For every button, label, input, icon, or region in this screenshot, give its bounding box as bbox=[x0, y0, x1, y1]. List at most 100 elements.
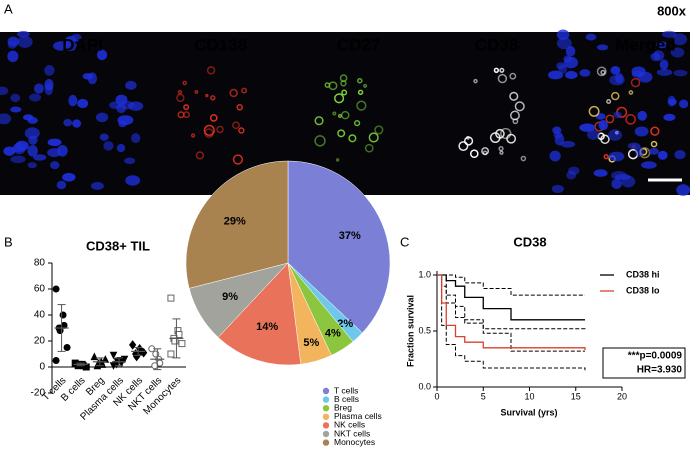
nucleus bbox=[678, 99, 689, 109]
stain-spot bbox=[216, 125, 224, 134]
nucleus bbox=[24, 127, 40, 140]
nucleus bbox=[641, 161, 657, 169]
nucleus bbox=[17, 36, 33, 48]
stain-spot bbox=[495, 128, 505, 139]
legend-label: T cells bbox=[334, 385, 358, 395]
stain-spot bbox=[332, 111, 337, 116]
panel-label: C bbox=[400, 234, 409, 249]
nucleus bbox=[33, 154, 47, 161]
nucleus bbox=[50, 161, 60, 170]
stain-spot bbox=[340, 110, 350, 120]
stain-spot bbox=[337, 129, 346, 138]
stain-spot bbox=[482, 150, 488, 156]
x-axis-title: Survival (yrs) bbox=[500, 407, 557, 417]
confidence-band bbox=[437, 274, 586, 331]
stain-spot bbox=[588, 105, 600, 117]
legend-swatch bbox=[322, 430, 330, 438]
stain-spot bbox=[603, 154, 609, 160]
legend-label: Monocytes bbox=[334, 437, 375, 447]
nucleus bbox=[47, 148, 62, 158]
stain-spot bbox=[194, 89, 199, 94]
nucleus bbox=[10, 106, 22, 113]
stain-spot bbox=[241, 87, 248, 94]
stain-spot bbox=[341, 89, 348, 96]
nucleus bbox=[608, 151, 625, 162]
data-point bbox=[167, 294, 175, 302]
stain-spot bbox=[204, 128, 214, 138]
nucleus bbox=[68, 94, 78, 107]
nucleus bbox=[653, 50, 665, 61]
stain-spot bbox=[314, 135, 326, 147]
y-tick-label: 40 bbox=[34, 310, 46, 321]
nucleus bbox=[47, 138, 62, 147]
nucleus bbox=[99, 133, 109, 141]
nucleus bbox=[610, 171, 627, 180]
nucleus bbox=[556, 29, 570, 41]
stain-spot bbox=[600, 69, 606, 75]
data-point bbox=[129, 340, 137, 350]
nucleus bbox=[663, 113, 676, 121]
nucleus bbox=[615, 72, 624, 84]
nucleus bbox=[634, 146, 645, 157]
nucleus bbox=[65, 36, 77, 44]
nucleus bbox=[44, 78, 54, 91]
stain-spot bbox=[177, 111, 185, 119]
nucleus bbox=[0, 86, 9, 96]
nucleus bbox=[549, 150, 561, 162]
slice-label: 9% bbox=[222, 291, 238, 303]
x-tick-label: 15 bbox=[571, 391, 581, 401]
y-tick-label: 80 bbox=[34, 258, 46, 269]
stain-spot bbox=[210, 95, 216, 101]
nucleus bbox=[556, 37, 572, 50]
stain-spot bbox=[176, 93, 185, 103]
stain-spot bbox=[466, 136, 470, 140]
nucleus bbox=[593, 169, 608, 177]
nucleus bbox=[10, 93, 21, 103]
nucleus bbox=[16, 30, 30, 38]
nucleus bbox=[657, 150, 668, 160]
nucleus bbox=[0, 113, 12, 125]
annotation-box bbox=[602, 347, 686, 379]
nucleus bbox=[125, 175, 141, 186]
stain-spot bbox=[650, 140, 658, 148]
stain-spot bbox=[209, 114, 218, 122]
stain-spot bbox=[232, 121, 240, 130]
nucleus bbox=[10, 155, 26, 164]
nucleus bbox=[116, 143, 126, 153]
legend-label: CD38 lo bbox=[626, 285, 660, 295]
nucleus bbox=[598, 120, 608, 131]
nucleus bbox=[610, 66, 621, 75]
nucleus bbox=[613, 111, 622, 119]
stain-spot bbox=[348, 134, 357, 143]
legend-label: NKT cells bbox=[334, 428, 370, 438]
nucleus bbox=[656, 41, 668, 49]
legend-swatch bbox=[322, 387, 330, 395]
nucleus bbox=[95, 112, 109, 123]
stain-spot bbox=[314, 116, 324, 126]
nucleus bbox=[551, 184, 564, 194]
stain-spot bbox=[473, 78, 478, 84]
stain-label: Merged bbox=[615, 35, 675, 54]
stain-spot bbox=[238, 127, 245, 134]
nucleus bbox=[565, 71, 578, 79]
stain-label: DAPI bbox=[62, 35, 103, 54]
stain-label: CD27 bbox=[337, 35, 380, 54]
nucleus bbox=[637, 110, 647, 121]
legend-swatch bbox=[322, 413, 330, 420]
stain-spot bbox=[364, 143, 374, 153]
nucleus bbox=[568, 166, 580, 175]
stain-spot bbox=[498, 146, 504, 152]
stain-spot bbox=[514, 101, 525, 112]
x-tick-label: 5 bbox=[481, 391, 486, 401]
legend-label: Plasma cells bbox=[334, 411, 382, 421]
stain-spot bbox=[500, 127, 512, 140]
y-tick-label: 0.0 bbox=[418, 381, 431, 391]
nucleus bbox=[656, 69, 673, 76]
nucleus bbox=[579, 69, 591, 77]
nucleus bbox=[611, 178, 623, 189]
stain-spot bbox=[510, 110, 520, 121]
nucleus bbox=[56, 180, 67, 190]
stain-spot bbox=[183, 104, 190, 111]
nucleus bbox=[103, 141, 114, 151]
nucleus bbox=[131, 133, 141, 144]
